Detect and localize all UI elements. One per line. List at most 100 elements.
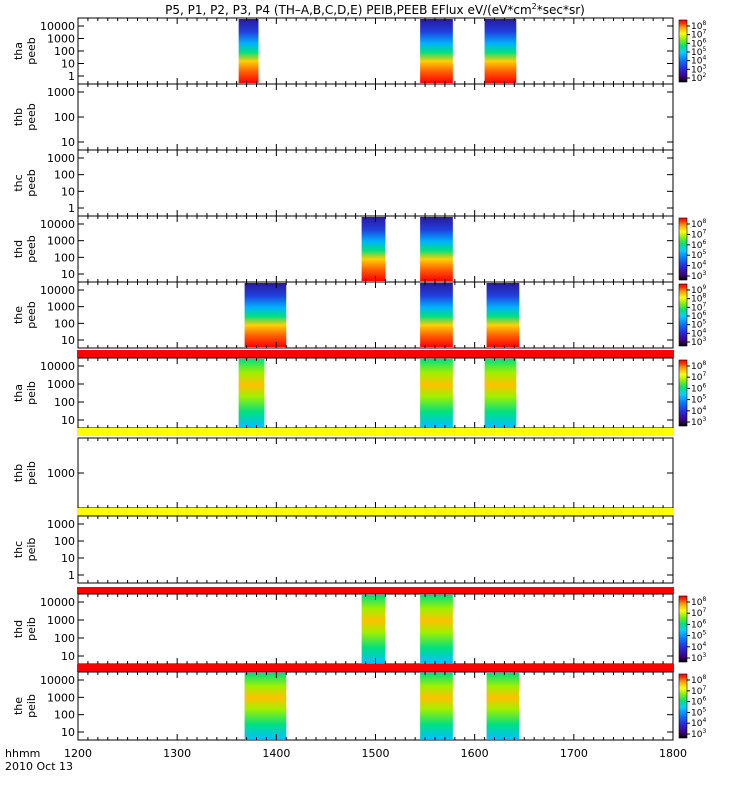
panel-thc-peeb-ytick-label: 1000 <box>47 152 75 165</box>
panel-the-peeb-ytick-label: 1000 <box>47 301 75 314</box>
panel-the-peeb-interval-2 <box>486 283 520 347</box>
panel-thc-peeb-ytick-label: 10 <box>61 185 75 198</box>
panel-tha-peib-frame <box>77 357 674 429</box>
panel-thd-peib-colorbar-label: 105 <box>691 630 706 642</box>
panel-tha-peeb-interval-2 <box>484 19 517 83</box>
panel-thd-peeb-colorbar-label: 106 <box>691 239 706 251</box>
panel-thd-peeb-interval-0 <box>361 217 386 281</box>
panel-thc-peib-ytick-label: 1000 <box>47 518 75 531</box>
panel-the-peeb-ylabel-line2: peeb <box>25 301 38 329</box>
panel-thc-peib-ytick-label: 10 <box>61 552 75 565</box>
panel-thd-peib-status-bar <box>77 587 674 594</box>
panel-thb-peib-ylabel-line1: thb <box>12 464 25 482</box>
panel-the-peeb-colorbar-label: 103 <box>691 336 706 348</box>
title-superscript: 2 <box>532 2 537 11</box>
panel-thd-peib-ylabel-line1: thd <box>12 620 25 638</box>
panel-the-peeb-interval-0 <box>244 283 287 347</box>
panel-the-peeb-ytick-label: 10000 <box>40 284 75 297</box>
panel-thb-peib-ylabel-line2: peib <box>25 461 38 485</box>
panel-thb-peeb-ytick-label: 100 <box>54 111 75 124</box>
panel-tha-peeb-colorbar-label: 103 <box>691 63 706 75</box>
panel-tha-peib-colorbar-label: 103 <box>691 416 706 428</box>
panel-tha-peeb-colorbar-label: 108 <box>691 20 706 32</box>
panel-the-peeb-colorbar <box>678 283 688 347</box>
panel-thd-peeb-colorbar-label: 105 <box>691 249 706 261</box>
panel-thd-peib-colorbar-label: 106 <box>691 618 706 630</box>
x-axis: 1200 1300 1400 1500 1600 1700 1800 <box>64 747 687 760</box>
panel-tha-peeb-ytick-label: 1000 <box>47 33 75 46</box>
panel-tha-peeb-ylabel-line2: peeb <box>25 37 38 65</box>
panel-thd-peeb-ytick-label: 10 <box>61 268 75 281</box>
panel-the-peib-interval-1 <box>420 673 453 739</box>
panel-thd-peeb-colorbar <box>678 217 688 281</box>
panel-tha-peib-ylabel-line1: tha <box>12 384 25 402</box>
panel-tha-peeb-colorbar-label: 105 <box>691 46 706 58</box>
panel-thd-peib-colorbar-label: 103 <box>691 652 706 664</box>
panel-tha-peib-ytick-label: 10 <box>61 414 75 427</box>
panel-thb-peib-ytick-label: 1000 <box>47 467 75 480</box>
panel-the-peib-status-bar <box>77 664 674 672</box>
panel-tha-peeb-frame <box>77 17 674 85</box>
panel-tha-peib-interval-2 <box>484 359 517 427</box>
panel-the-peeb-colorbar-label: 108 <box>691 293 706 305</box>
panel-thb-peeb-ytick-label: 1000 <box>47 86 75 99</box>
panel-thb-peeb-ylabel-line1: thb <box>12 108 25 126</box>
panel-thc-peeb-ylabel-line2: peeb <box>25 169 38 197</box>
panel-tha-peib-colorbar-label: 104 <box>691 405 706 417</box>
panel-the-peib-ytick-label: 10 <box>61 726 75 739</box>
panel-the-peib-colorbar-label: 105 <box>691 706 706 718</box>
panel-the-peeb: 10000 1000 100 10 the peeb 1091081071061051041… <box>12 281 706 349</box>
panel-tha-peib-ytick-label: 10000 <box>40 360 75 373</box>
panel-tha-peib-colorbar <box>678 359 688 427</box>
panel-the-peeb-colorbar-label: 104 <box>691 327 706 339</box>
panel-thd-peeb-interval-1 <box>420 217 453 281</box>
panel-tha-peeb-colorbar-label: 104 <box>691 55 706 67</box>
panel-tha-peeb-colorbar-label: 102 <box>691 72 706 84</box>
panel-thd-peib-colorbar-label: 108 <box>691 596 706 608</box>
panel-tha-peib-interval-1 <box>420 359 453 427</box>
panel-thb-peeb-frame <box>77 83 674 151</box>
panel-tha-peib-colorbar-label: 108 <box>691 360 706 372</box>
panel-thd-peib-ytick-label: 100 <box>54 632 75 645</box>
panel-thc-peeb-ytick-label: 1 <box>68 202 75 215</box>
panel-tha-peib-colorbar-label: 105 <box>691 394 706 406</box>
panel-the-peeb-frame <box>77 281 674 349</box>
panel-the-peeb-ylabel-line1: the <box>12 306 25 324</box>
panel-the-peeb-colorbar-label: 106 <box>691 310 706 322</box>
panel-the-peib-ytick-label: 10000 <box>40 674 75 687</box>
panel-tha-peib-status-bar <box>77 350 674 358</box>
panel-the-peeb-colorbar-label: 107 <box>691 301 706 313</box>
x-tick-label-1400: 1400 <box>262 747 290 760</box>
panel-thd-peeb-colorbar-label: 107 <box>691 228 706 240</box>
panel-thd-peeb-ytick-label: 1000 <box>47 235 75 248</box>
panel-the-peib-colorbar-label: 106 <box>691 696 706 708</box>
panel-thd-peib-colorbar-label: 104 <box>691 641 706 653</box>
panel-the-peib-colorbar <box>678 673 688 739</box>
panel-tha-peib-interval-0 <box>238 359 265 427</box>
panel-thd-peeb-colorbar-label: 103 <box>691 270 706 282</box>
panel-thd-peeb-ylabel-line1: thd <box>12 240 25 258</box>
chart-title: P5, P1, P2, P3, P4 (TH–A,B,C,D,E) PEIB,P… <box>165 2 585 17</box>
panel-thc-peib-ylabel-line2: peib <box>25 538 38 562</box>
x-tick-label-1500: 1500 <box>362 747 390 760</box>
panel-tha-peeb-interval-0 <box>238 19 259 83</box>
panel-thd-peib-ytick-label: 10000 <box>40 596 75 609</box>
panel-the-peeb-interval-1 <box>420 283 453 347</box>
panel-tha-peib-ytick-label: 1000 <box>47 378 75 391</box>
panel-tha-peeb-ytick-label: 10000 <box>40 20 75 33</box>
panel-the-peeb-colorbar-label: 105 <box>691 319 706 331</box>
panel-thd-peib-interval-0 <box>361 595 386 663</box>
panel-thc-peib-ytick-label: 1 <box>68 569 75 582</box>
panel-thd-peeb-ytick-label: 10000 <box>40 218 75 231</box>
panel-thd-peib-colorbar-label: 107 <box>691 607 706 619</box>
panel-tha-peeb-interval-1 <box>420 19 453 83</box>
panel-thd-peeb-ylabel-line2: peeb <box>25 235 38 263</box>
x-tick-label-1300: 1300 <box>163 747 191 760</box>
x-axis-label-hhmm: hhmm <box>5 747 40 760</box>
panel-the-peeb-ytick-label: 10 <box>61 334 75 347</box>
panel-tha-peeb-ytick-label: 100 <box>54 45 75 58</box>
